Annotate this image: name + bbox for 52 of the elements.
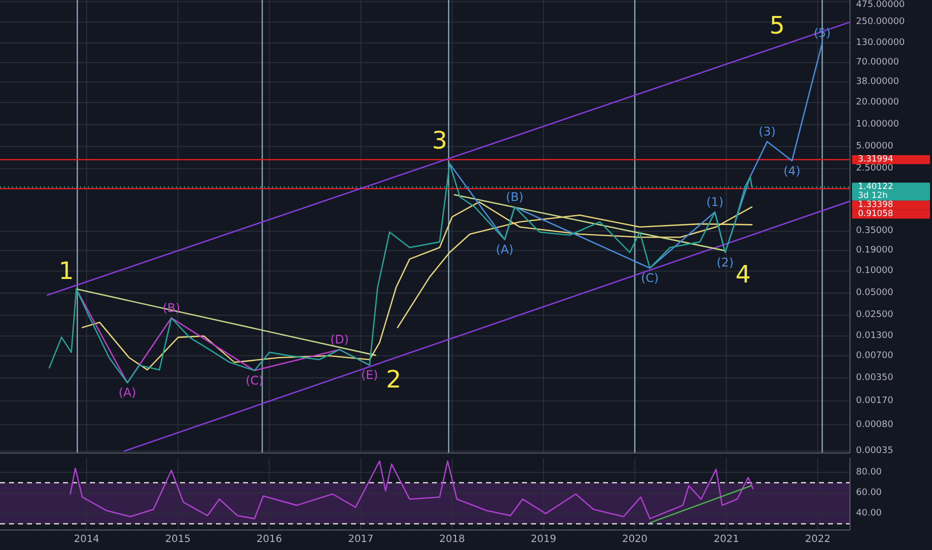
annotation: 2 <box>386 365 402 394</box>
annotation: (E) <box>361 368 378 382</box>
annotation: 3 <box>432 126 448 154</box>
annotation: 5 <box>770 11 785 40</box>
text: 0.91058 <box>858 209 894 220</box>
annotation: (2) <box>716 255 734 270</box>
y-tick-label: 20.00000 <box>856 97 900 108</box>
x-tick-label: 2022 <box>804 534 830 545</box>
x-tick-label: 2019 <box>530 534 556 545</box>
annotation: (4) <box>783 164 800 178</box>
annotation: (D) <box>330 332 349 347</box>
annotation: (B) <box>506 190 524 204</box>
y-tick-label: 0.00350 <box>856 372 894 383</box>
y-tick-label: 5.00000 <box>856 142 894 152</box>
y-tick-label: 475.00000 <box>856 0 905 10</box>
y-tick-label: 0.00700 <box>856 350 894 361</box>
annotation: (1) <box>706 195 724 210</box>
annotation: 4 <box>736 260 751 289</box>
x-tick-label: 2014 <box>74 534 100 545</box>
y-tick-label: 0.02500 <box>856 310 894 320</box>
y-tick-label: 70.00000 <box>856 58 900 68</box>
x-tick-label: 2015 <box>165 534 191 545</box>
annotation: (A) <box>496 242 514 256</box>
y-tick-label: 0.19000 <box>856 246 894 256</box>
annotation: (3) <box>758 124 776 139</box>
x-tick-label: 2018 <box>439 534 465 545</box>
annotation: (C) <box>640 271 659 286</box>
y-tick-label: 38.00000 <box>856 77 900 88</box>
y-tick-label: 40.00 <box>856 508 882 519</box>
y-tick-label: 0.00080 <box>856 420 894 430</box>
annotation: (A) <box>118 386 136 400</box>
text: 3d 12h <box>858 191 888 202</box>
y-tick-label: 250.00000 <box>856 17 905 28</box>
y-tick-label: 0.00170 <box>856 396 894 406</box>
y-tick-label: 60.00 <box>856 488 882 498</box>
y-tick-label: 0.05000 <box>856 288 894 298</box>
annotation: 1 <box>58 257 74 286</box>
y-tick-label: 0.00035 <box>856 446 894 456</box>
y-tick-label: 130.00000 <box>856 38 905 48</box>
ref-line-label: 1.33398 <box>858 200 894 210</box>
y-tick-label: 0.35000 <box>856 226 894 236</box>
y-tick-label: 0.01300 <box>856 331 894 342</box>
y-tick-label: 0.10000 <box>856 266 894 276</box>
ref-line-label: 3.31994 <box>858 154 894 165</box>
y-tick-label: 80.00 <box>856 467 882 478</box>
y-tick-label: 10.00000 <box>856 120 900 130</box>
x-tick-label: 2021 <box>714 534 740 545</box>
x-tick-label: 2017 <box>348 534 374 545</box>
x-tick-label: 2016 <box>256 534 282 545</box>
x-tick-label: 2020 <box>622 534 648 545</box>
ref-line-label: 1.40122 <box>858 182 894 192</box>
y-tick-label: 2.50000 <box>856 164 894 174</box>
